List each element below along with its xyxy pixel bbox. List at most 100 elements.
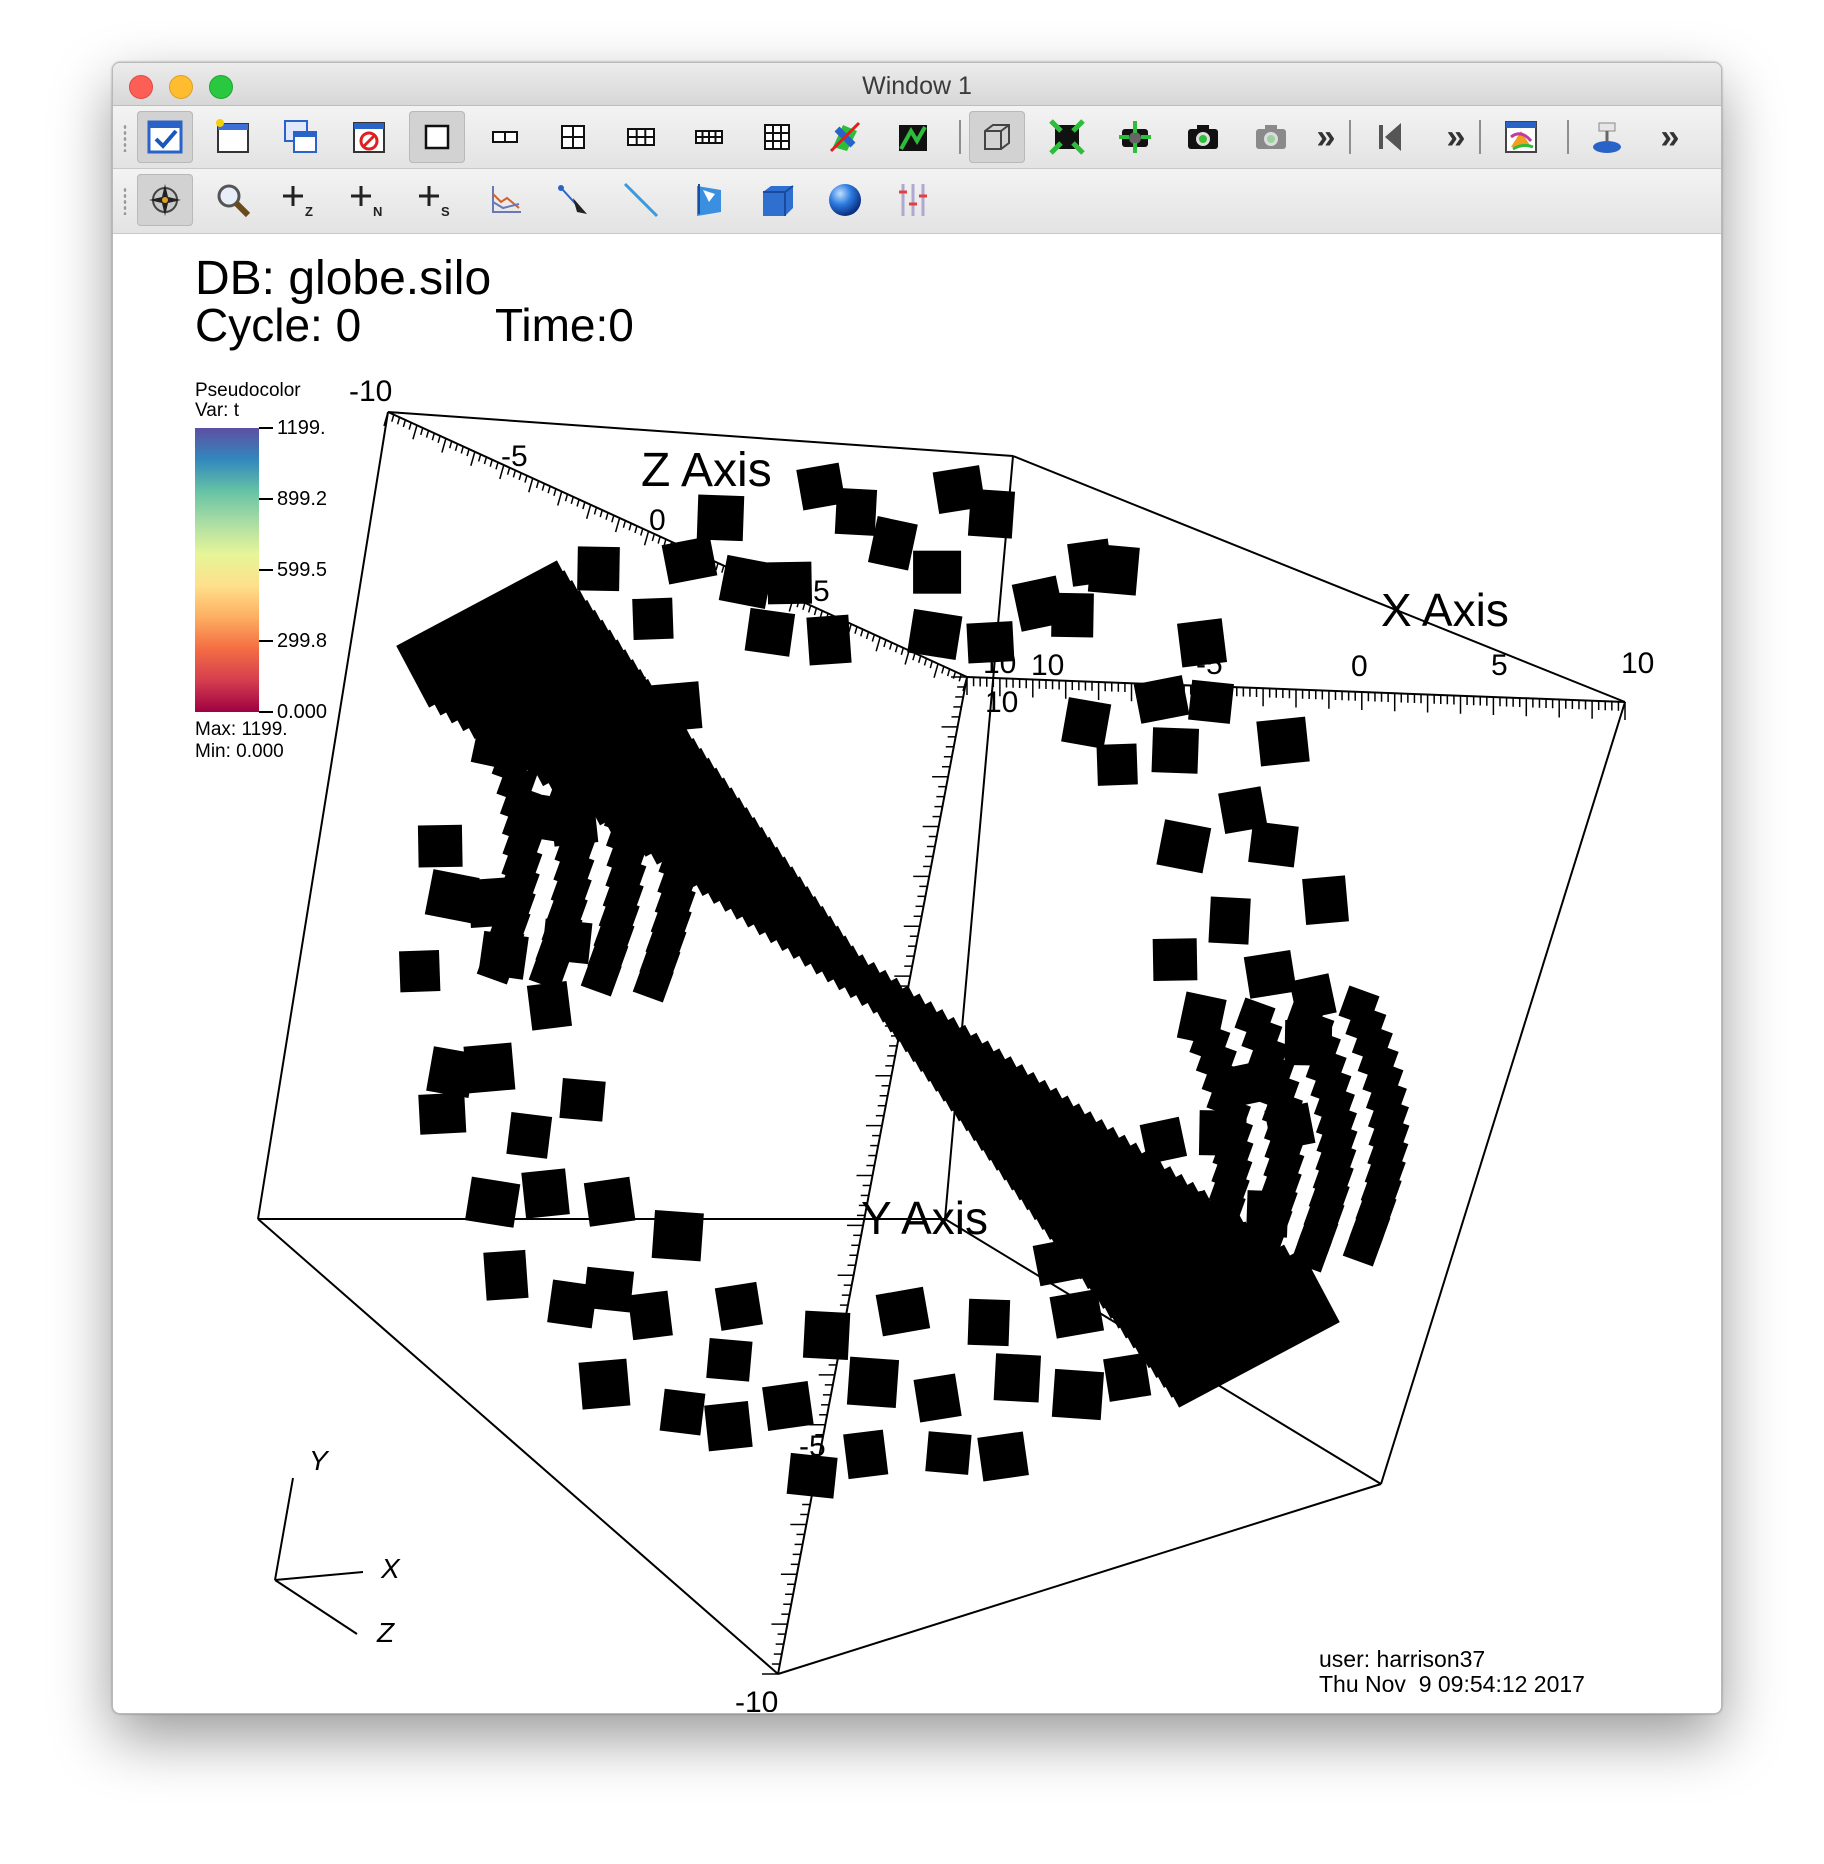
layout-1x2-button[interactable] (477, 111, 533, 163)
axis-tick (917, 655, 922, 664)
axis-tick (524, 475, 528, 483)
data-cell (1051, 1368, 1105, 1421)
data-cell (1156, 819, 1212, 874)
svg-text:N: N (373, 204, 382, 219)
toolbar-grip[interactable] (123, 187, 127, 215)
y-tick-label: 10 (985, 686, 1018, 719)
axis-tick (512, 470, 517, 478)
data-cell (577, 546, 620, 592)
axis-tick (929, 660, 933, 669)
axis-tick (570, 496, 575, 505)
box-tool-button[interactable] (749, 174, 805, 226)
z-axis-title: Z Axis (641, 444, 772, 497)
data-cell (1342, 1225, 1384, 1267)
data-cell (1096, 743, 1138, 786)
colorbar-tick-label: 899.2 (277, 488, 328, 510)
title-bar[interactable]: Window 1 (113, 63, 1721, 106)
clone-window-icon (284, 120, 317, 153)
layout-2x4-button[interactable] (681, 111, 737, 163)
data-cell (476, 943, 518, 985)
data-cell (398, 950, 441, 993)
data-cell (1238, 1237, 1280, 1279)
axis-tick (721, 565, 725, 573)
more-chevron-icon: » (1446, 117, 1466, 156)
zone-pick-button[interactable]: Z (273, 174, 329, 226)
curve-pick-button[interactable] (477, 174, 533, 226)
axis-tick (466, 448, 470, 457)
data-cell (1103, 1352, 1152, 1402)
lock-tools-button[interactable] (1579, 111, 1635, 163)
new-window-button[interactable] (205, 111, 261, 163)
spreadsheet-pick-button[interactable]: S (409, 174, 465, 226)
new-window-icon (216, 119, 249, 153)
animation-overflow-button[interactable]: » (1433, 111, 1473, 163)
redo-view-button[interactable] (1175, 111, 1231, 163)
sphere-tool-button[interactable] (817, 174, 873, 226)
minimize-button[interactable] (169, 75, 193, 99)
sphere-tool-icon (829, 184, 861, 216)
active-window-toggle-button[interactable] (137, 111, 193, 163)
z-tick-label: 0 (649, 504, 666, 537)
perspective-box-button[interactable] (969, 111, 1025, 163)
animation-reverse-step-button[interactable] (1363, 111, 1419, 163)
x-tick-label: -5 (1196, 648, 1223, 681)
axis-restriction-button[interactable] (885, 174, 941, 226)
invert-background-button[interactable] (817, 111, 873, 163)
recenter-view-button[interactable] (1039, 111, 1095, 163)
axis-tick (582, 501, 586, 510)
plane-tool-button[interactable] (681, 174, 737, 226)
lock-view-button[interactable] (885, 111, 941, 163)
layout-1x2-icon (492, 131, 518, 143)
axis-tick (889, 642, 893, 650)
database-label: DB: globe.silo (195, 252, 492, 305)
data-cell (465, 1176, 521, 1228)
layout-2x2-icon (561, 125, 585, 149)
axis-tick (460, 446, 464, 454)
axis-tick (900, 647, 905, 656)
delete-window-button[interactable] (341, 111, 397, 163)
data-cell (1256, 716, 1310, 767)
data-cell (1176, 618, 1228, 668)
layout-2x2-button[interactable] (545, 111, 601, 163)
spin-mode-button[interactable] (1493, 111, 1549, 163)
data-cell (1151, 727, 1200, 774)
legend-variable: Var: t (195, 400, 239, 421)
toolbar-grip[interactable] (123, 124, 127, 152)
data-cell (966, 621, 1015, 664)
colorbar-tick (259, 427, 273, 429)
colorbar-tick-label: 299.8 (277, 630, 328, 652)
layout-3x3-button[interactable] (749, 111, 805, 163)
axis-tick (408, 422, 412, 430)
axis-tick (946, 668, 951, 677)
box-tool-icon (763, 185, 794, 216)
legend-colorbar: 1199. 899.2 599.5 299.8 0.000 (195, 417, 327, 723)
data-cell (843, 1429, 889, 1480)
render-viewport[interactable]: DB: globe.silo Cycle: 0 Time:0 Pseudocol… (113, 234, 1721, 1713)
camera-save-button[interactable] (1243, 111, 1299, 163)
axis-tick (495, 462, 499, 470)
zoom-mode-button[interactable] (205, 174, 261, 226)
data-cell (907, 608, 963, 661)
layout-1x1-button[interactable] (409, 111, 465, 163)
toolbar-overflow-button[interactable]: » (1303, 111, 1343, 163)
navigate-mode-button[interactable] (137, 174, 193, 226)
tools-overflow-button[interactable]: » (1647, 111, 1687, 163)
undo-view-icon (1119, 121, 1151, 153)
pick-arrow-button[interactable] (545, 174, 601, 226)
colorbar-tick-label: 599.5 (277, 559, 328, 581)
lineout-button[interactable] (613, 174, 669, 226)
undo-view-button[interactable] (1107, 111, 1163, 163)
data-cell (578, 1358, 631, 1410)
data-cell (526, 981, 573, 1031)
node-pick-button[interactable]: N (341, 174, 397, 226)
x-tick-label: 10 (1621, 647, 1654, 680)
axis-tick (643, 531, 650, 546)
close-button[interactable] (129, 75, 153, 99)
data-cell (1248, 821, 1299, 868)
lock-view-icon (899, 125, 927, 151)
zoom-button[interactable] (209, 75, 233, 99)
layout-2x3-button[interactable] (613, 111, 669, 163)
clone-window-button[interactable] (273, 111, 329, 163)
visit-viewer-window: Window 1 (112, 62, 1722, 1714)
toolbar-separator (1567, 120, 1569, 154)
